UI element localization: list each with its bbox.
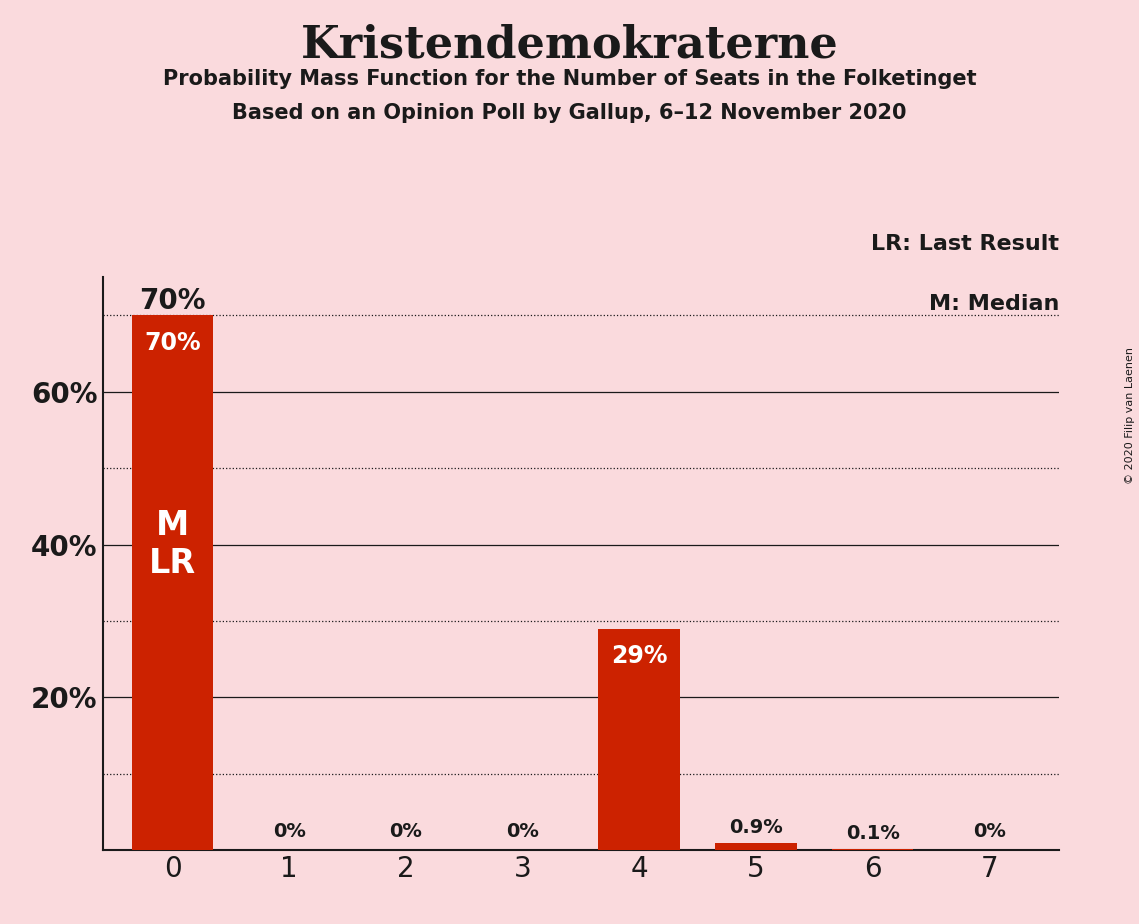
Text: Based on an Opinion Poll by Gallup, 6–12 November 2020: Based on an Opinion Poll by Gallup, 6–12…: [232, 103, 907, 124]
Text: 29%: 29%: [611, 644, 667, 668]
Text: © 2020 Filip van Laenen: © 2020 Filip van Laenen: [1125, 347, 1134, 484]
Text: 70%: 70%: [145, 331, 200, 355]
Text: 0%: 0%: [390, 822, 423, 841]
Text: M: Median: M: Median: [929, 295, 1059, 314]
Text: LR: Last Result: LR: Last Result: [871, 235, 1059, 254]
Text: 0%: 0%: [272, 822, 305, 841]
Text: Probability Mass Function for the Number of Seats in the Folketinget: Probability Mass Function for the Number…: [163, 69, 976, 90]
Text: 0.9%: 0.9%: [729, 818, 782, 837]
Text: 0.1%: 0.1%: [845, 824, 900, 844]
Text: Kristendemokraterne: Kristendemokraterne: [301, 23, 838, 67]
Bar: [715, 844, 797, 850]
Text: 0%: 0%: [506, 822, 539, 841]
Text: 70%: 70%: [139, 287, 206, 315]
Bar: [598, 628, 680, 850]
Text: M
LR: M LR: [149, 509, 196, 580]
Text: 0%: 0%: [973, 822, 1006, 841]
Bar: [132, 315, 213, 850]
